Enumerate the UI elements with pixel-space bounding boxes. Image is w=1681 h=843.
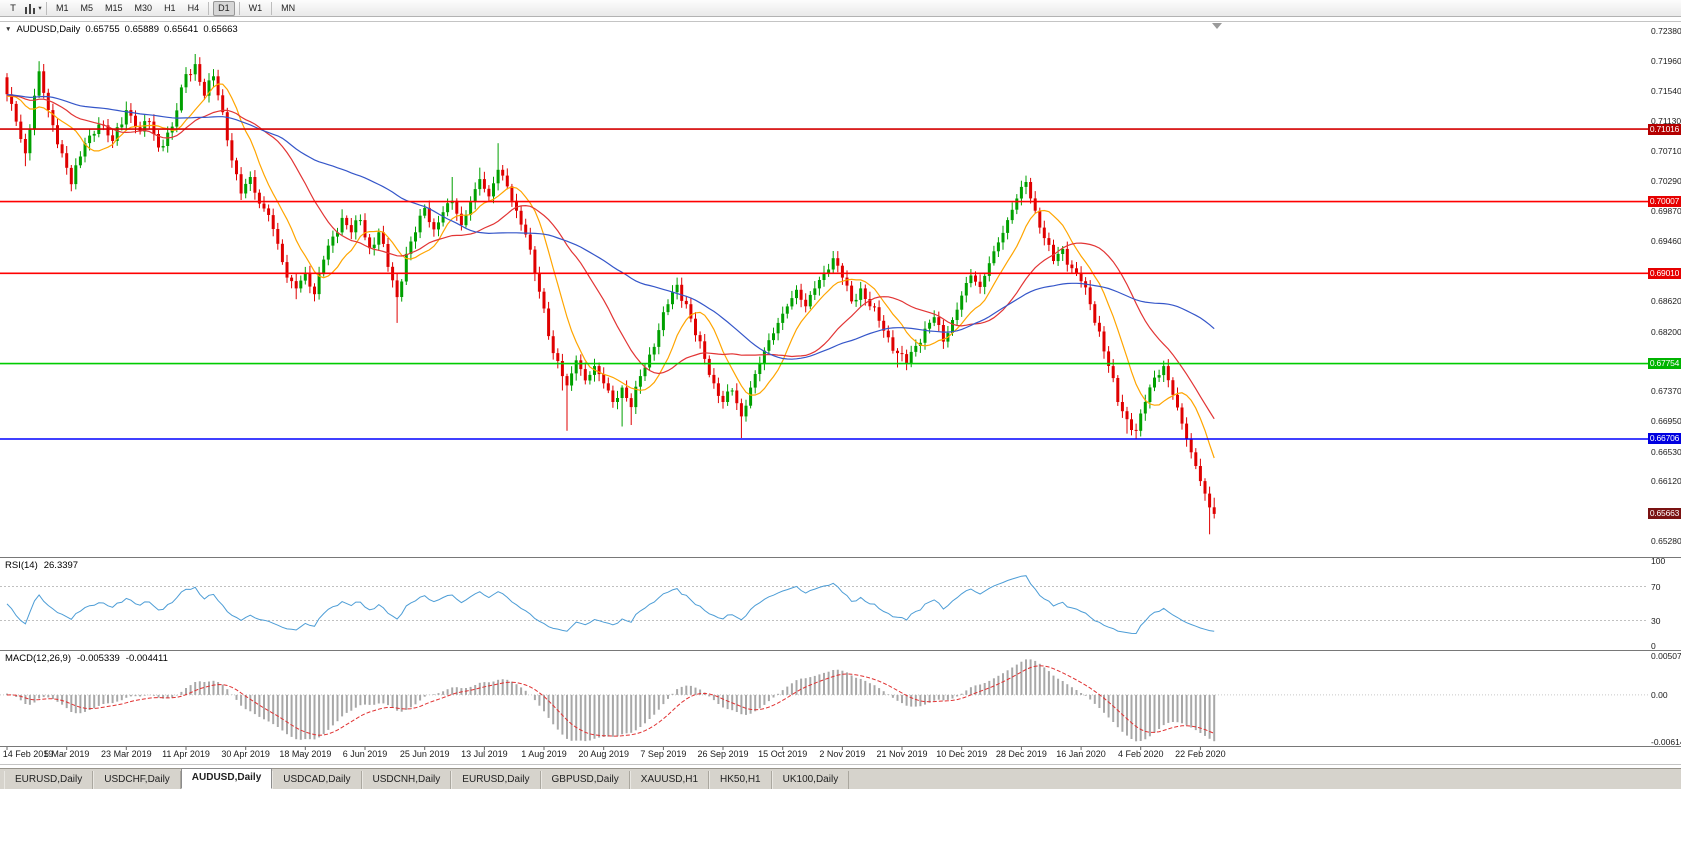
window-bottom-border [0,764,1681,765]
chart-tab-uk100-daily[interactable]: UK100,Daily [771,771,850,789]
chart-tab-usdcad-daily[interactable]: USDCAD,Daily [272,771,362,789]
toolbar: T ▾ M1 M5 M15 M30 H1 H4 D1 W1 MN [0,0,1681,17]
candlestick-chart-icon [24,3,36,14]
date-axis-label: 21 Nov 2019 [876,749,928,759]
chart-title: ▼ AUDUSD,Daily 0.65755 0.65889 0.65641 0… [5,24,238,35]
toolbar-separator [238,1,240,15]
timeframe-button-m5[interactable]: M5 [80,2,94,13]
date-axis-label: 16 Jan 2020 [1056,749,1106,759]
date-axis-label: 25 Jun 2019 [399,749,450,759]
chart-symbol-period: AUDUSD,Daily [16,24,81,35]
chart-tab-audusd-daily[interactable]: AUDUSD,Daily [180,768,273,789]
date-axis-label: 28 Dec 2019 [995,749,1047,759]
toolbar-separator [208,1,210,15]
date-axis-label: 10 Dec 2019 [936,749,988,759]
chart-high-value: 0.65889 [124,24,159,35]
date-axis-label: 6 Jun 2019 [342,749,388,759]
chart-tab-xauusd-h1[interactable]: XAUUSD,H1 [629,771,710,789]
date-axis-label: 4 Feb 2020 [1117,749,1164,759]
timeframe-button-mn[interactable]: MN [281,2,296,13]
date-axis-label: 26 Sep 2019 [697,749,749,759]
chart-tab-gbpusd-daily[interactable]: GBPUSD,Daily [540,771,630,789]
date-axis-label: 14 Feb 2019 [2,749,54,759]
timeframe-button-h1[interactable]: H1 [164,2,176,13]
rsi-title: RSI(14) [5,560,38,571]
chart-tabs-bar: EURUSD,Daily USDCHF,Daily AUDUSD,Daily USDC… [0,768,1681,789]
chart-shift-marker [1212,23,1222,29]
timeframe-button-m30[interactable]: M30 [134,2,153,13]
chart-top-border [0,21,1681,22]
date-axis-label: 20 Aug 2019 [578,749,629,759]
chart-tab-eurusd-daily[interactable]: EURUSD,Daily [4,771,94,789]
date-axis-label: 11 Apr 2019 [162,749,210,759]
toolbar-separator [271,1,273,15]
panel-separator[interactable] [0,650,1681,651]
date-axis-label: 1 Aug 2019 [521,749,567,759]
macd-title: MACD(12,26,9) [5,653,71,664]
date-axis-label: 30 Apr 2019 [221,749,270,759]
chart-tab-usdchf-daily[interactable]: USDCHF,Daily [93,771,181,789]
chart-low-value: 0.65641 [164,24,199,35]
chart-close-value: 0.65663 [203,24,238,35]
date-axis-label: 2 Nov 2019 [819,749,866,759]
chart-tab-usdcnh-daily[interactable]: USDCNH,Daily [361,771,452,789]
date-axis-label: 7 Sep 2019 [640,749,687,759]
date-axis-label: 23 Mar 2019 [101,749,152,759]
chart-open-value: 0.65755 [85,24,120,35]
date-axis-label: 5 Mar 2019 [43,749,90,759]
cursor-tool-label: T [10,2,16,14]
timeframe-bar: M1 M5 M15 M30 H1 H4 D1 W1 MN [50,0,301,17]
date-axis-label: 18 May 2019 [279,749,332,759]
timeframe-button-m15[interactable]: M15 [105,2,123,13]
date-axis-label: 15 Oct 2019 [758,749,808,759]
panel-separator[interactable] [0,557,1681,558]
chart-type-button[interactable]: ▾ [23,0,43,17]
timeframe-button-m1[interactable]: M1 [56,2,69,13]
macd-main-value: -0.005339 [77,653,120,664]
timeframe-button-h4[interactable]: H4 [187,2,200,13]
timeframe-button-w1[interactable]: W1 [248,2,263,13]
date-axis-label: 22 Feb 2020 [1175,749,1226,759]
toolbar-separator [46,1,47,15]
chart-tab-eurusd-daily[interactable]: EURUSD,Daily [451,771,541,789]
chevron-down-icon: ▾ [38,5,42,12]
macd-indicator-header: MACD(12,26,9) -0.005339 -0.004411 [5,653,168,664]
macd-signal-value: -0.004411 [125,653,168,664]
chart-collapse-icon[interactable]: ▼ [5,26,12,33]
cursor-tool-button[interactable]: T [3,0,23,17]
chart-tab-hk50-h1[interactable]: HK50,H1 [709,771,772,789]
time-axis-border [0,746,1681,747]
rsi-indicator-header: RSI(14) 26.3397 [5,560,78,571]
timeframe-button-d1[interactable]: D1 [213,0,235,16]
rsi-value: 26.3397 [43,560,79,571]
date-axis-label: 13 Jul 2019 [461,749,508,759]
